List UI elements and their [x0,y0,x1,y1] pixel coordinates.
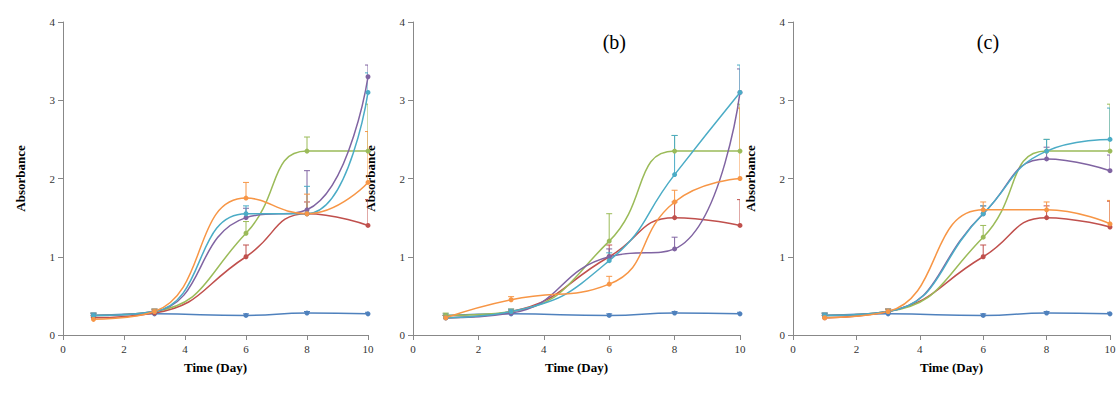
svg-text:2: 2 [854,343,860,355]
svg-text:4: 4 [400,16,406,28]
svg-text:8: 8 [1044,343,1050,355]
svg-text:Time (Day): Time (Day) [920,360,983,375]
svg-text:Time (Day): Time (Day) [184,360,247,375]
svg-text:1: 1 [780,251,786,263]
svg-text:(b): (b) [603,31,626,54]
svg-text:(c): (c) [977,31,999,54]
svg-text:3: 3 [780,94,786,106]
svg-text:1: 1 [50,251,56,263]
svg-text:0: 0 [50,329,56,341]
svg-text:4: 4 [182,343,188,355]
svg-text:2: 2 [780,173,786,185]
svg-text:2: 2 [476,343,482,355]
svg-text:Absorbance: Absorbance [363,145,378,212]
svg-text:0: 0 [790,343,796,355]
svg-text:0: 0 [410,343,416,355]
svg-text:6: 6 [606,343,612,355]
svg-text:10: 10 [363,343,375,355]
svg-text:Absorbance: Absorbance [743,145,758,212]
svg-text:6: 6 [980,343,986,355]
svg-text:4: 4 [541,343,547,355]
svg-text:4: 4 [50,16,56,28]
svg-text:Absorbance: Absorbance [13,145,28,212]
svg-text:8: 8 [672,343,678,355]
svg-text:6: 6 [243,343,249,355]
svg-text:10: 10 [1105,343,1117,355]
svg-text:0: 0 [780,329,786,341]
svg-text:Time (Day): Time (Day) [545,360,608,375]
svg-text:4: 4 [780,16,786,28]
svg-text:2: 2 [121,343,127,355]
svg-text:8: 8 [304,343,310,355]
svg-text:10: 10 [735,343,747,355]
svg-text:1: 1 [400,251,406,263]
svg-text:4: 4 [917,343,923,355]
svg-text:0: 0 [60,343,66,355]
svg-text:3: 3 [400,94,406,106]
svg-text:3: 3 [50,94,56,106]
svg-text:2: 2 [400,173,406,185]
svg-text:2: 2 [50,173,56,185]
svg-text:0: 0 [400,329,406,341]
